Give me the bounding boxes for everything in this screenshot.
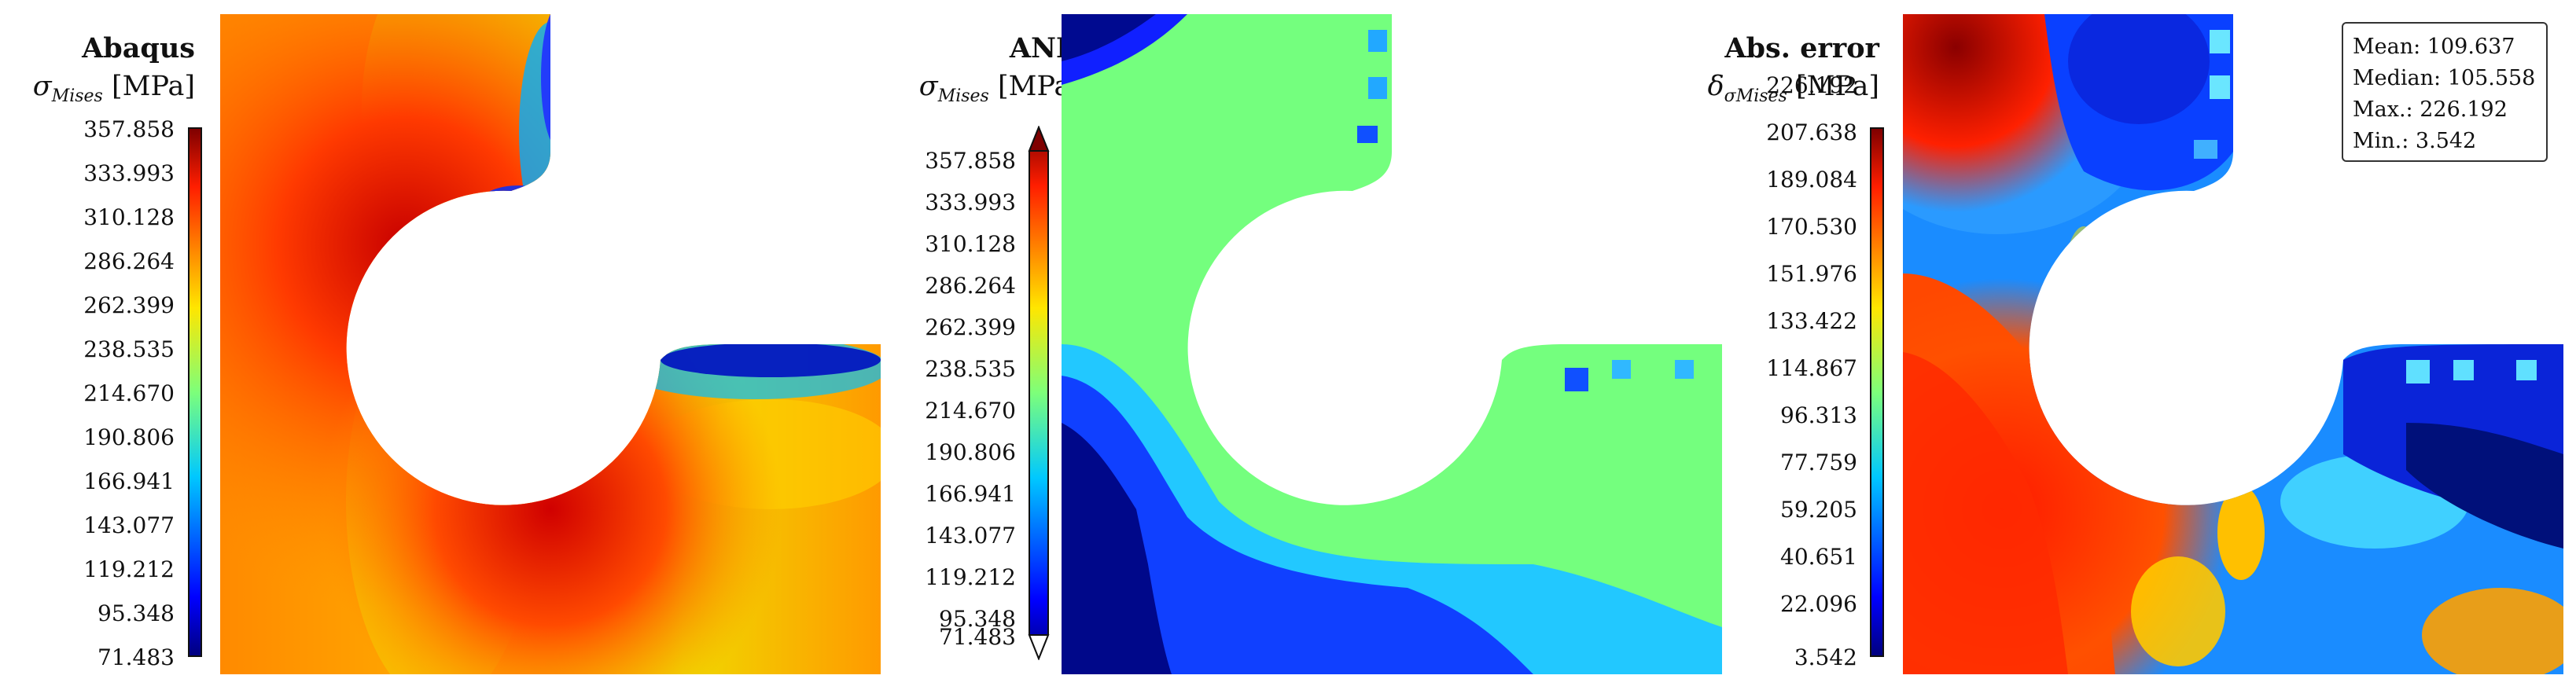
statistics-box: Mean: 109.637 Median: 105.558 Max.: 226.… — [2342, 22, 2548, 162]
tick-label: 96.313 — [1780, 402, 1857, 428]
tick-label: 189.084 — [1766, 167, 1857, 193]
tick-label: 114.867 — [1766, 355, 1857, 381]
tick-label: 286.264 — [925, 273, 1016, 299]
stat-mean: Mean: 109.637 — [2353, 35, 2515, 59]
quantity-label: σMises [MPa] — [918, 71, 1081, 106]
tick-label: 77.759 — [1780, 450, 1857, 475]
tick-label: 143.077 — [925, 523, 1016, 549]
tick-label: 238.535 — [83, 336, 175, 362]
tick-label: 190.806 — [925, 439, 1016, 465]
tick-label: 59.205 — [1780, 497, 1857, 523]
tick-label: 166.941 — [925, 481, 1016, 507]
colorbar — [188, 127, 202, 657]
stress-field-ann — [1062, 14, 1722, 674]
tick-label: 310.128 — [925, 231, 1016, 257]
tick-label: 190.806 — [83, 424, 175, 450]
panel-title: ANN — [1009, 32, 1081, 64]
tick-label: 119.212 — [925, 564, 1016, 590]
tick-label: 143.077 — [83, 512, 175, 538]
tick-label: 95.348 — [939, 606, 1016, 632]
tick-label: 40.651 — [1780, 544, 1857, 570]
colorbar — [1870, 127, 1884, 657]
stat-max: Max.: 226.192 — [2353, 97, 2508, 122]
tick-label: 357.858 — [925, 148, 1016, 174]
panel-abs-error: Abs. error δσMises [MPa] 226.192 207.638… — [1683, 0, 2576, 690]
panel-ann: ANN σMises [MPa] 357.858 333.993 310.128… — [841, 0, 1738, 690]
tick-label: 357.858 — [83, 116, 175, 142]
tick-label: 95.348 — [98, 600, 175, 626]
tick-label: 3.542 — [1794, 644, 1857, 670]
colorbar — [1028, 126, 1050, 660]
tick-label: 286.264 — [83, 248, 175, 274]
tick-label: 310.128 — [83, 204, 175, 230]
quantity-label: δσMises [MPa] — [1707, 71, 1879, 106]
tick-label: 71.483 — [98, 644, 175, 670]
quantity-label: σMises [MPa] — [32, 71, 195, 106]
stat-min: Min.: 3.542 — [2353, 129, 2477, 153]
tick-label: 333.993 — [925, 189, 1016, 215]
tick-label: 262.399 — [83, 292, 175, 318]
tick-label: 170.530 — [1766, 214, 1857, 240]
tick-label: 119.212 — [83, 556, 175, 582]
tick-label: 262.399 — [925, 314, 1016, 340]
panel-title: Abaqus — [82, 32, 195, 64]
tick-label: 214.670 — [925, 398, 1016, 424]
tick-label: 71.483 — [939, 624, 1016, 650]
tick-label: 133.422 — [1766, 308, 1857, 334]
panel-abaqus: Abaqus σMises [MPa] 357.858 333.993 310.… — [0, 0, 881, 690]
tick-label: 22.096 — [1780, 591, 1857, 617]
tick-label: 238.535 — [925, 356, 1016, 382]
stress-field-abaqus — [220, 14, 881, 674]
error-field — [1903, 14, 2563, 674]
tick-label: 207.638 — [1766, 119, 1857, 145]
tick-label: 226.192 — [1766, 72, 1857, 98]
stat-median: Median: 105.558 — [2353, 66, 2536, 90]
tick-label: 151.976 — [1766, 261, 1857, 287]
tick-label: 214.670 — [83, 380, 175, 406]
panel-title: Abs. error — [1724, 32, 1879, 64]
tick-label: 333.993 — [83, 160, 175, 186]
tick-label: 166.941 — [83, 468, 175, 494]
